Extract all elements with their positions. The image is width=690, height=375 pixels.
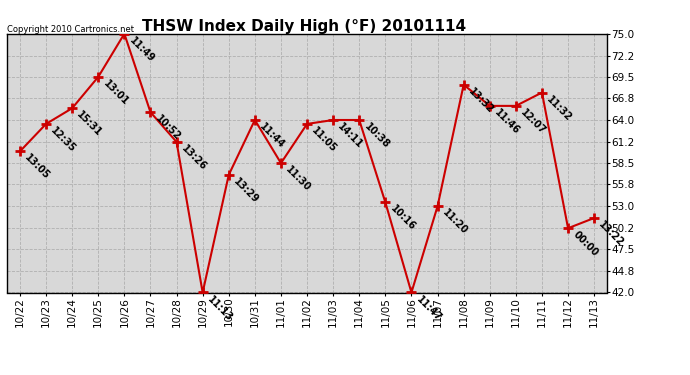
Text: 11:47: 11:47 [414,294,443,323]
Text: 13:01: 13:01 [101,78,130,107]
Text: 13:22: 13:22 [597,219,626,248]
Text: 00:00: 00:00 [571,230,600,259]
Text: 11:05: 11:05 [310,125,339,154]
Text: 10:38: 10:38 [362,122,391,150]
Text: 11:20: 11:20 [440,208,469,237]
Text: 10:52: 10:52 [153,114,182,142]
Text: 12:07: 12:07 [519,107,548,136]
Text: 14:11: 14:11 [336,122,365,150]
Text: 11:13: 11:13 [206,294,235,323]
Text: THSW Index Daily High (°F) 20101114: THSW Index Daily High (°F) 20101114 [141,19,466,34]
Text: 13:26: 13:26 [179,143,208,172]
Text: 12:35: 12:35 [49,125,78,154]
Text: Copyright 2010 Cartronics.net: Copyright 2010 Cartronics.net [7,25,134,34]
Text: 11:32: 11:32 [544,94,573,123]
Text: 15:31: 15:31 [75,110,104,139]
Text: 11:30: 11:30 [284,165,313,194]
Text: 13:29: 13:29 [232,176,261,205]
Text: 13:05: 13:05 [23,153,52,182]
Text: 10:16: 10:16 [388,204,417,233]
Text: 11:49: 11:49 [127,35,156,64]
Text: 11:46: 11:46 [493,107,522,136]
Text: 11:44: 11:44 [257,122,286,150]
Text: 13:32: 13:32 [466,86,495,115]
